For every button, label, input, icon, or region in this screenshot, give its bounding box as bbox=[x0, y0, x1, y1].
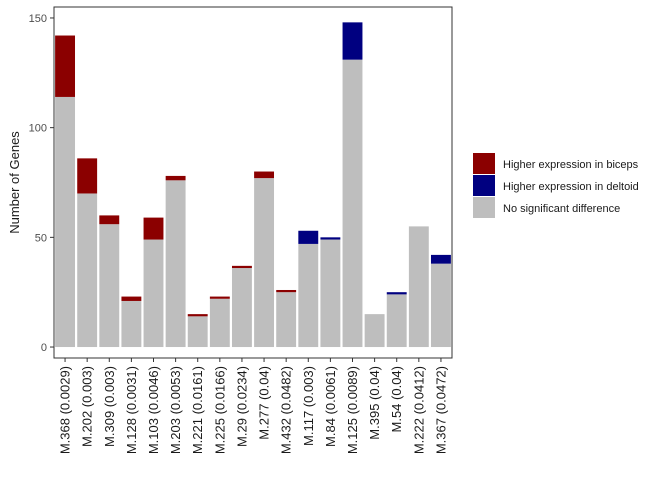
bar-segment bbox=[187, 314, 208, 317]
x-tick-label: M.203 (0.0053) bbox=[168, 366, 183, 454]
bar-segment bbox=[55, 35, 76, 97]
bars-group bbox=[55, 22, 451, 348]
y-axis-title: Number of Genes bbox=[7, 131, 22, 234]
x-tick-label: M.128 (0.0031) bbox=[124, 366, 139, 454]
bar-segment bbox=[320, 237, 341, 240]
x-tick-label: M.309 (0.003) bbox=[102, 366, 117, 447]
y-tick-label: 150 bbox=[29, 13, 47, 25]
legend-key bbox=[473, 197, 495, 218]
bar-segment bbox=[187, 316, 208, 348]
y-axis: 0 50 100 150 bbox=[29, 13, 54, 354]
x-tick-label: M.277 (0.04) bbox=[257, 366, 272, 440]
x-tick-label: M.367 (0.0472) bbox=[433, 366, 448, 454]
x-tick-label: M.432 (0.0482) bbox=[279, 366, 294, 454]
bar-segment bbox=[143, 239, 164, 348]
x-tick-label: M.29 (0.0234) bbox=[234, 366, 249, 447]
bar-segment bbox=[231, 268, 252, 348]
bar-segment bbox=[77, 158, 98, 194]
bar-segment bbox=[298, 243, 319, 348]
bar-segment bbox=[209, 298, 230, 348]
bar-segment bbox=[386, 292, 407, 295]
bar-segment bbox=[364, 314, 385, 348]
x-tick-label: M.368 (0.0029) bbox=[58, 366, 73, 454]
bar-segment bbox=[254, 171, 275, 179]
bar-segment bbox=[77, 193, 98, 348]
x-tick-label: M.84 (0.0061) bbox=[323, 366, 338, 447]
bar-segment bbox=[276, 292, 297, 348]
legend-key bbox=[473, 153, 495, 174]
x-tick-label: M.117 (0.003) bbox=[301, 366, 316, 446]
bar-segment bbox=[408, 226, 429, 348]
x-tick-label: M.54 (0.04) bbox=[389, 366, 404, 432]
bar-segment bbox=[55, 96, 76, 348]
bar-segment bbox=[231, 265, 252, 269]
legend-label: No significant difference bbox=[503, 203, 620, 215]
legend-label: Higher expression in deltoid bbox=[503, 181, 639, 193]
bar-segment bbox=[320, 239, 341, 348]
bar-segment bbox=[143, 217, 164, 240]
bar-segment bbox=[430, 263, 451, 348]
legend-label: Higher expression in biceps bbox=[503, 159, 639, 171]
y-tick-label: 0 bbox=[41, 342, 47, 354]
bar-segment bbox=[386, 294, 407, 348]
y-tick-label: 50 bbox=[35, 232, 47, 244]
bar-segment bbox=[165, 175, 186, 181]
bar-segment bbox=[254, 178, 275, 348]
x-axis: M.368 (0.0029) M.202 (0.003) M.309 (0.003)… bbox=[58, 358, 448, 454]
bar-segment bbox=[209, 296, 230, 299]
bar-segment bbox=[276, 289, 297, 293]
bar-segment bbox=[342, 22, 363, 60]
x-tick-label: M.103 (0.0046) bbox=[146, 366, 161, 454]
plot-panel-border bbox=[53, 6, 453, 359]
x-tick-label: M.221 (0.0161) bbox=[190, 366, 205, 454]
bar-segment bbox=[430, 254, 451, 264]
x-tick-label: M.222 (0.0412) bbox=[411, 366, 426, 454]
legend: Higher expression in biceps Higher expres… bbox=[473, 153, 639, 218]
x-tick-label: M.125 (0.0089) bbox=[345, 366, 360, 454]
bar-segment bbox=[342, 59, 363, 348]
y-tick-label: 100 bbox=[29, 123, 47, 135]
bar-segment bbox=[99, 224, 120, 348]
bar-segment bbox=[99, 215, 120, 225]
x-tick-label: M.225 (0.0166) bbox=[212, 366, 227, 454]
x-tick-label: M.202 (0.003) bbox=[80, 366, 95, 447]
bar-segment bbox=[121, 296, 142, 301]
bar-segment bbox=[298, 230, 319, 244]
x-tick-label: M.395 (0.04) bbox=[367, 366, 382, 440]
bar-segment bbox=[165, 180, 186, 348]
bar-segment bbox=[121, 300, 142, 348]
legend-key bbox=[473, 175, 495, 196]
